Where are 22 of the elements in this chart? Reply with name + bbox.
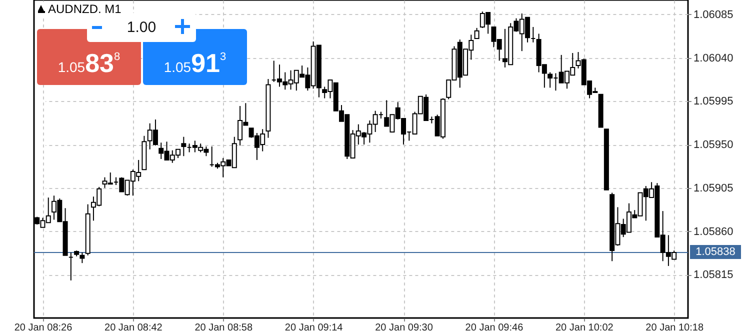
x-tick-label: 20 Jan 08:26 [14,322,73,333]
x-tick-label: 20 Jan 10:02 [555,322,614,333]
y-tick-label: 1.06040 [694,52,734,64]
candlestick [181,136,186,157]
x-tick-label: 20 Jan 08:58 [194,322,253,333]
chart-title: AUDNZD, M1 [48,2,122,16]
annotation: 1.0591$^{3}$ [164,48,226,78]
x-tick-label: 20 Jan 09:14 [284,322,344,333]
y-tick-label: 1.05905 [694,182,734,194]
y-tick-label: 1.05995 [694,96,734,108]
x-tick-label: 20 Jan 09:46 [465,322,524,333]
y-tick-label: 1.06085 [694,8,734,21]
ref-line-label: 1.05838 [690,245,741,260]
y-tick-label: 1.05815 [694,269,734,282]
candlestick [474,27,480,40]
candlestick [80,252,85,264]
x-tick-label: 20 Jan 08:42 [104,322,163,333]
y-tick-label: 1.05950 [694,139,734,152]
x-tick-label: 20 Jan 09:30 [375,322,434,333]
x-tick-label: 20 Jan 10:18 [646,322,704,333]
y-tick-label: 1.05860 [694,226,734,238]
annotation: 1.0583$^{8}$ [58,48,120,78]
